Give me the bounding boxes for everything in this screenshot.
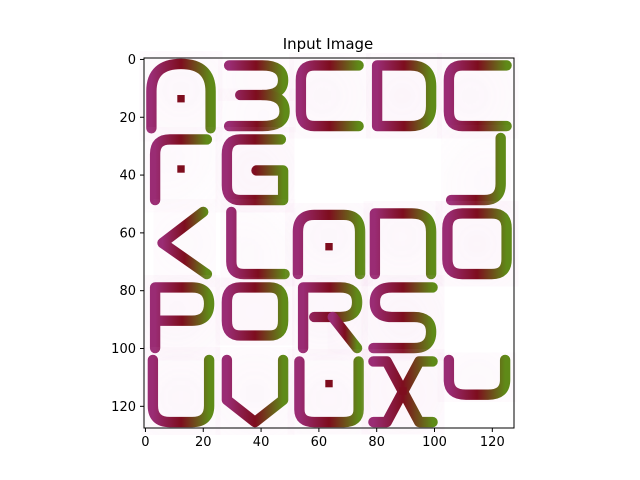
letter-stroke	[327, 311, 363, 354]
letter-q	[219, 280, 291, 358]
letter-stroke	[294, 356, 364, 428]
letter-stroke	[149, 282, 215, 354]
x-tick-label: 40	[253, 435, 270, 450]
y-tick-label: 60	[119, 226, 136, 241]
x-tick-label: 20	[195, 435, 212, 450]
x-axis: 0 20 40 60 80 100 120	[141, 428, 505, 450]
letter-m	[290, 207, 368, 282]
axes-frame	[143, 57, 515, 429]
letter-stroke	[368, 282, 438, 354]
y-tick-label: 20	[119, 111, 136, 126]
letter-stroke	[221, 134, 289, 206]
x-tick-label: 100	[422, 435, 447, 450]
letter-l	[224, 204, 292, 282]
letter-a	[144, 56, 218, 136]
letter-b	[222, 58, 292, 134]
letter-j	[444, 130, 508, 208]
letter-stroke	[369, 208, 437, 280]
letter-stroke	[445, 132, 506, 206]
letter-v	[219, 352, 291, 430]
letter-n	[367, 206, 439, 282]
y-tick-label: 120	[111, 400, 136, 415]
letter-stroke	[371, 60, 437, 132]
y-tick-label: 0	[128, 53, 136, 68]
letter-stroke	[297, 282, 363, 354]
x-tick-label: 60	[311, 435, 328, 450]
letter-t	[438, 280, 516, 356]
letter-d	[370, 58, 439, 134]
chart-title: Input Image	[283, 35, 374, 53]
letter-u	[145, 352, 217, 430]
letter-stroke	[147, 354, 215, 428]
letter-stroke	[226, 206, 290, 280]
letter-s	[366, 280, 440, 356]
letter-g	[219, 132, 291, 208]
y-tick-label: 40	[119, 169, 136, 184]
letter-stroke	[442, 208, 512, 280]
letter-p	[148, 280, 217, 356]
letter-o	[440, 206, 514, 282]
y-tick-label: 80	[119, 284, 136, 299]
x-tick-label: 80	[368, 435, 385, 450]
y-tick-label: 100	[111, 342, 136, 357]
letter-dot	[325, 243, 333, 251]
letter-e	[441, 58, 514, 134]
letter-stroke	[295, 60, 364, 132]
letter-stroke	[221, 282, 289, 341]
letter-f	[148, 132, 214, 208]
letter-dot	[399, 387, 407, 395]
x-tick-label: 0	[141, 435, 149, 450]
letter-x	[366, 354, 440, 430]
letter-stroke	[146, 58, 216, 134]
letter-r	[296, 280, 365, 356]
letter-stroke	[221, 354, 289, 428]
letter-stroke	[157, 206, 213, 280]
letter-stroke	[149, 134, 213, 206]
letter-dot	[325, 379, 333, 388]
y-axis: 0 20 40 60 80 100 120	[111, 53, 144, 415]
x-tick-label: 120	[480, 435, 505, 450]
letter-dot	[177, 95, 185, 103]
letter-k	[148, 204, 214, 282]
letter-w	[292, 354, 366, 430]
letter-glyphs	[144, 56, 516, 430]
letter-h	[296, 130, 362, 208]
letter-c	[293, 58, 366, 134]
letter-dot	[177, 165, 185, 173]
letter-stroke	[223, 89, 290, 132]
letter-y	[441, 352, 513, 430]
